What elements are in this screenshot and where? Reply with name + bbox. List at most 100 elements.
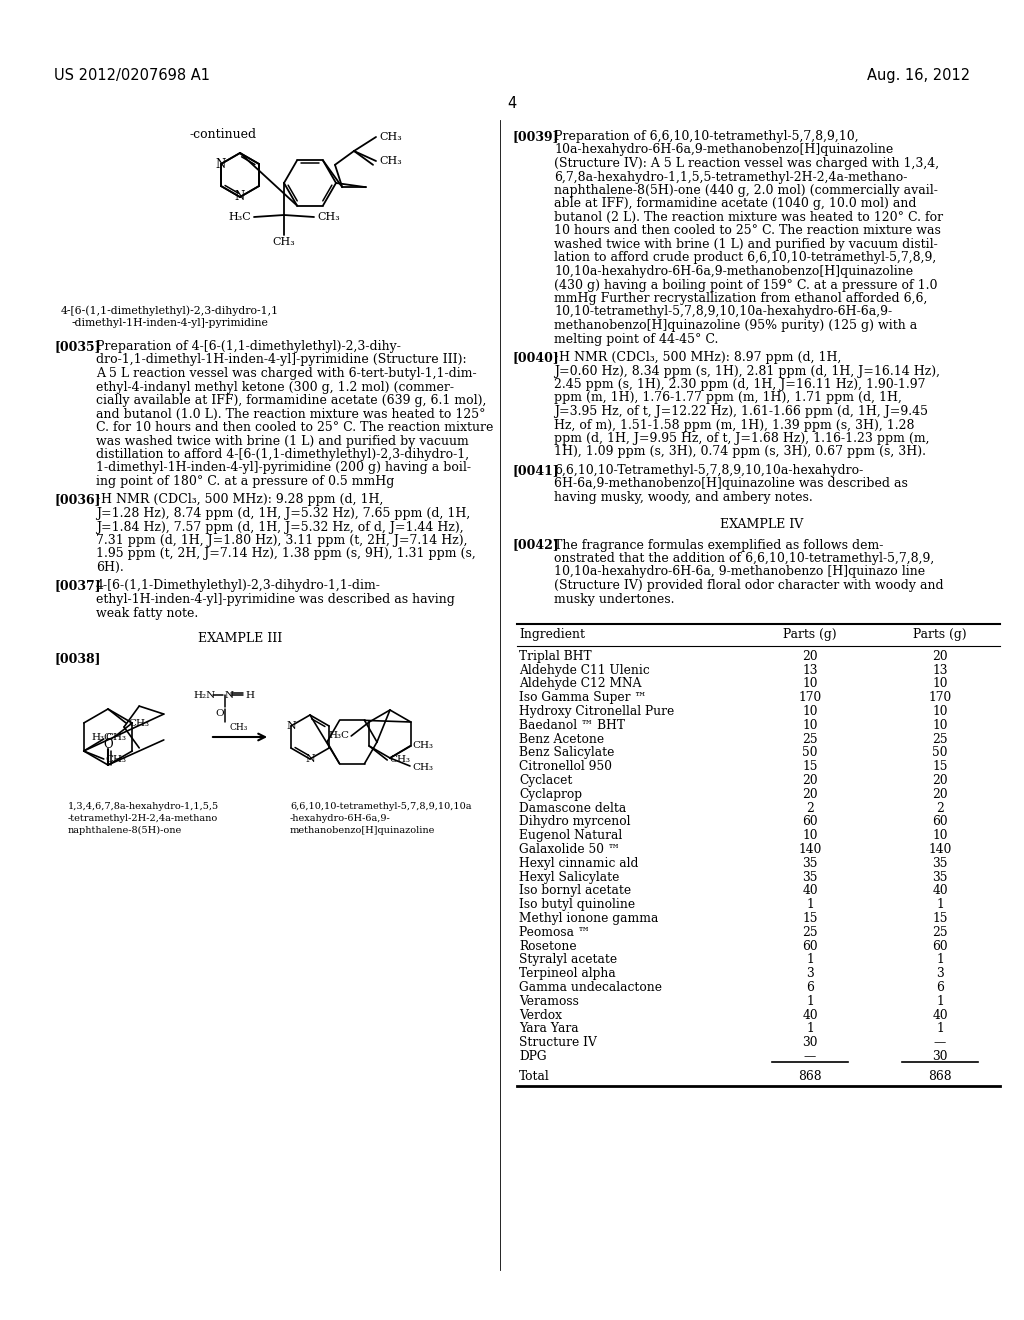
Text: 1: 1 — [936, 953, 944, 966]
Text: 20: 20 — [802, 649, 818, 663]
Text: ¹H NMR (CDCl₃, 500 MHz): 9.28 ppm (d, 1H,: ¹H NMR (CDCl₃, 500 MHz): 9.28 ppm (d, 1H… — [96, 494, 383, 507]
Text: 2: 2 — [806, 801, 814, 814]
Text: 6,6,10,10-Tetramethyl-5,7,8,9,10,10a-hexahydro-: 6,6,10,10-Tetramethyl-5,7,8,9,10,10a-hex… — [554, 465, 863, 477]
Text: N: N — [225, 690, 234, 700]
Text: Benz Acetone: Benz Acetone — [519, 733, 604, 746]
Text: CH₃: CH₃ — [412, 763, 433, 771]
Text: Structure IV: Structure IV — [519, 1036, 597, 1049]
Text: 40: 40 — [932, 1008, 948, 1022]
Text: dro-1,1-dimethyl-1H-inden-4-yl]-pyrimidine (Structure III):: dro-1,1-dimethyl-1H-inden-4-yl]-pyrimidi… — [96, 354, 467, 367]
Text: 35: 35 — [932, 857, 948, 870]
Text: Hexyl Salicylate: Hexyl Salicylate — [519, 871, 620, 883]
Text: was washed twice with brine (1 L) and purified by vacuum: was washed twice with brine (1 L) and pu… — [96, 434, 469, 447]
Text: 25: 25 — [932, 925, 948, 939]
Text: -dimethyl-1H-inden-4-yl]-pyrimidine: -dimethyl-1H-inden-4-yl]-pyrimidine — [72, 318, 268, 327]
Text: 10: 10 — [802, 677, 818, 690]
Text: Eugenol Natural: Eugenol Natural — [519, 829, 623, 842]
Text: ¹H NMR (CDCl₃, 500 MHz): 8.97 ppm (d, 1H,: ¹H NMR (CDCl₃, 500 MHz): 8.97 ppm (d, 1H… — [554, 351, 842, 364]
Text: 20: 20 — [932, 774, 948, 787]
Text: Benz Salicylate: Benz Salicylate — [519, 746, 614, 759]
Text: -continued: -continued — [190, 128, 257, 141]
Text: [0038]: [0038] — [54, 652, 100, 665]
Text: 170: 170 — [929, 692, 951, 704]
Text: 1,3,4,6,7,8a-hexahydro-1,1,5,5: 1,3,4,6,7,8a-hexahydro-1,1,5,5 — [68, 803, 219, 810]
Text: able at IFF), formamidine acetate (1040 g, 10.0 mol) and: able at IFF), formamidine acetate (1040 … — [554, 198, 916, 210]
Text: [0041]: [0041] — [512, 465, 559, 477]
Text: 40: 40 — [802, 1008, 818, 1022]
Text: Gamma undecalactone: Gamma undecalactone — [519, 981, 662, 994]
Text: 1.95 ppm (t, 2H, J=7.14 Hz), 1.38 ppm (s, 9H), 1.31 ppm (s,: 1.95 ppm (t, 2H, J=7.14 Hz), 1.38 ppm (s… — [96, 548, 476, 561]
Text: ppm (m, 1H), 1.76-1.77 ppm (m, 1H), 1.71 ppm (d, 1H,: ppm (m, 1H), 1.76-1.77 ppm (m, 1H), 1.71… — [554, 392, 902, 404]
Text: 4: 4 — [507, 96, 517, 111]
Text: 60: 60 — [802, 940, 818, 953]
Text: [0039]: [0039] — [512, 129, 558, 143]
Text: mmHg Further recrystallization from ethanol afforded 6,6,: mmHg Further recrystallization from etha… — [554, 292, 928, 305]
Text: 868: 868 — [798, 1069, 822, 1082]
Text: 10 hours and then cooled to 25° C. The reaction mixture was: 10 hours and then cooled to 25° C. The r… — [554, 224, 941, 238]
Text: 140: 140 — [799, 843, 821, 855]
Text: Iso Gamma Super ™: Iso Gamma Super ™ — [519, 692, 646, 704]
Text: 6,6,10,10-tetramethyl-5,7,8,9,10,10a: 6,6,10,10-tetramethyl-5,7,8,9,10,10a — [290, 803, 471, 810]
Text: EXAMPLE IV: EXAMPLE IV — [720, 519, 804, 532]
Text: 35: 35 — [932, 871, 948, 883]
Text: 1H), 1.09 ppm (s, 3H), 0.74 ppm (s, 3H), 0.67 ppm (s, 3H).: 1H), 1.09 ppm (s, 3H), 0.74 ppm (s, 3H),… — [554, 446, 926, 458]
Text: 140: 140 — [929, 843, 951, 855]
Text: Ingredient: Ingredient — [519, 628, 585, 642]
Text: J=1.84 Hz), 7.57 ppm (d, 1H, J=5.32 Hz, of d, J=1.44 Hz),: J=1.84 Hz), 7.57 ppm (d, 1H, J=5.32 Hz, … — [96, 520, 464, 533]
Text: and butanol (1.0 L). The reaction mixture was heated to 125°: and butanol (1.0 L). The reaction mixtur… — [96, 408, 485, 421]
Text: 6: 6 — [806, 981, 814, 994]
Text: CH₃: CH₃ — [128, 718, 150, 727]
Text: onstrated that the addition of 6,6,10,10-tetramethyl-5,7,8,9,: onstrated that the addition of 6,6,10,10… — [554, 552, 934, 565]
Text: Peomosa ™: Peomosa ™ — [519, 925, 590, 939]
Text: Hexyl cinnamic ald: Hexyl cinnamic ald — [519, 857, 638, 870]
Text: H₃C: H₃C — [228, 213, 251, 222]
Text: 1: 1 — [806, 1023, 814, 1035]
Text: [0035]: [0035] — [54, 341, 100, 352]
Text: musky undertones.: musky undertones. — [554, 593, 675, 606]
Text: CH₃: CH₃ — [105, 755, 127, 763]
Text: J=1.28 Hz), 8.74 ppm (d, 1H, J=5.32 Hz), 7.65 ppm (d, 1H,: J=1.28 Hz), 8.74 ppm (d, 1H, J=5.32 Hz),… — [96, 507, 470, 520]
Text: H₃C: H₃C — [329, 731, 349, 741]
Text: Dihydro myrcenol: Dihydro myrcenol — [519, 816, 631, 829]
Text: 20: 20 — [802, 774, 818, 787]
Text: 10: 10 — [932, 705, 948, 718]
Text: Terpineol alpha: Terpineol alpha — [519, 968, 615, 981]
Text: weak fatty note.: weak fatty note. — [96, 606, 199, 619]
Text: O: O — [216, 709, 224, 718]
Text: Damascone delta: Damascone delta — [519, 801, 627, 814]
Text: 10: 10 — [802, 829, 818, 842]
Text: Rosetone: Rosetone — [519, 940, 577, 953]
Text: 25: 25 — [802, 733, 818, 746]
Text: 30: 30 — [932, 1049, 948, 1063]
Text: H₂N: H₂N — [194, 690, 216, 700]
Text: [0037]: [0037] — [54, 579, 100, 593]
Text: (430 g) having a boiling point of 159° C. at a pressure of 1.0: (430 g) having a boiling point of 159° C… — [554, 279, 938, 292]
Text: 10: 10 — [932, 719, 948, 731]
Text: Preparation of 4-[6-(1,1-dimethylethyl)-2,3-dihy-: Preparation of 4-[6-(1,1-dimethylethyl)-… — [96, 341, 400, 352]
Text: Aldehyde C12 MNA: Aldehyde C12 MNA — [519, 677, 641, 690]
Text: 868: 868 — [928, 1069, 952, 1082]
Text: C. for 10 hours and then cooled to 25° C. The reaction mixture: C. for 10 hours and then cooled to 25° C… — [96, 421, 494, 434]
Text: 3: 3 — [806, 968, 814, 981]
Text: Aldehyde C11 Ulenic: Aldehyde C11 Ulenic — [519, 664, 650, 677]
Text: (Structure IV): A 5 L reaction vessel was charged with 1,3,4,: (Structure IV): A 5 L reaction vessel wa… — [554, 157, 939, 170]
Text: H: H — [245, 690, 254, 700]
Text: Cyclaprop: Cyclaprop — [519, 788, 582, 801]
Text: CH₃: CH₃ — [272, 238, 295, 247]
Text: N: N — [234, 190, 245, 203]
Text: Iso bornyl acetate: Iso bornyl acetate — [519, 884, 631, 898]
Text: 170: 170 — [799, 692, 821, 704]
Text: 10,10a-hexahydro-6H-6a, 9-methanobenzo [H]quinazo line: 10,10a-hexahydro-6H-6a, 9-methanobenzo [… — [554, 565, 925, 578]
Text: melting point of 44-45° C.: melting point of 44-45° C. — [554, 333, 719, 346]
Text: EXAMPLE III: EXAMPLE III — [198, 632, 283, 645]
Text: Galaxolide 50 ™: Galaxolide 50 ™ — [519, 843, 621, 855]
Text: 1: 1 — [806, 995, 814, 1007]
Text: distillation to afford 4-[6-(1,1-dimethylethyl)-2,3-dihydro-1,: distillation to afford 4-[6-(1,1-dimethy… — [96, 447, 469, 461]
Text: Hydroxy Citronellal Pure: Hydroxy Citronellal Pure — [519, 705, 674, 718]
Text: Methyl ionone gamma: Methyl ionone gamma — [519, 912, 658, 925]
Text: 15: 15 — [802, 912, 818, 925]
Text: [0040]: [0040] — [512, 351, 559, 364]
Text: washed twice with brine (1 L) and purified by vacuum distil-: washed twice with brine (1 L) and purifi… — [554, 238, 938, 251]
Text: —: — — [934, 1036, 946, 1049]
Text: 10: 10 — [802, 719, 818, 731]
